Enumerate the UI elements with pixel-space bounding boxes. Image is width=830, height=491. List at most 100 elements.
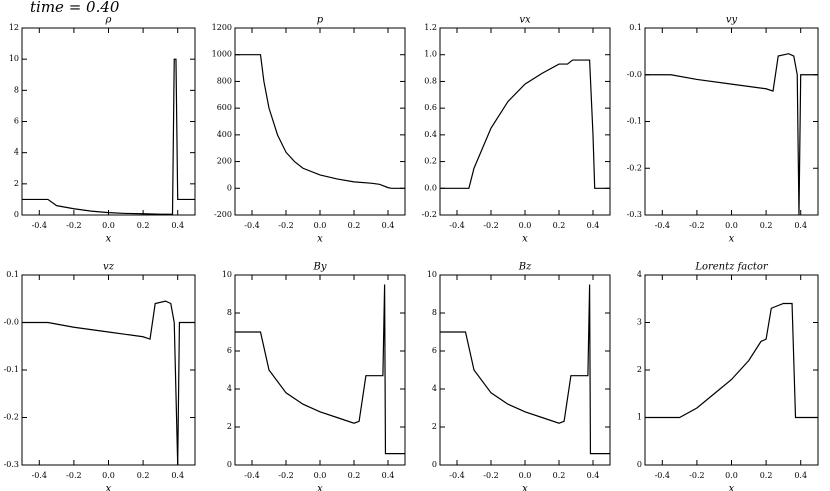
- x-tick-label: 0.2: [553, 221, 566, 230]
- x-axis-label: x: [729, 484, 735, 491]
- y-tick-label: 1200: [212, 23, 232, 32]
- x-tick-label: -0.2: [278, 221, 293, 230]
- y-tick-label: 6: [227, 346, 232, 355]
- y-tick-label: -0.3: [627, 210, 642, 219]
- y-tick-label: -200: [214, 210, 232, 219]
- plot-frame: [439, 274, 611, 466]
- panel-title: vx: [519, 15, 531, 26]
- y-tick-label: -0.3: [4, 460, 19, 469]
- y-tick-label: 4: [432, 384, 437, 393]
- y-tick-label: 4: [227, 384, 232, 393]
- panel-title: p: [317, 15, 324, 26]
- x-tick-label: 0.2: [760, 221, 773, 230]
- x-tick-label: -0.2: [278, 471, 293, 480]
- x-axis-label: x: [522, 234, 528, 245]
- x-tick-label: -0.2: [689, 221, 704, 230]
- y-tick-label: 2: [637, 365, 642, 374]
- x-tick-label: 0.0: [102, 471, 115, 480]
- y-tick-label: 2: [432, 422, 437, 431]
- x-tick-label: -0.2: [483, 471, 498, 480]
- x-tick-label: -0.2: [66, 471, 81, 480]
- y-tick-label: 0: [637, 460, 642, 469]
- panel-title: vy: [726, 15, 738, 26]
- y-tick-label: -0.2: [422, 210, 437, 219]
- data-line: [22, 300, 195, 466]
- x-axis-label: x: [106, 234, 112, 245]
- y-tick-label: 0.1: [6, 270, 19, 279]
- y-tick-label: 0.1: [629, 23, 642, 32]
- y-tick-label: 0.8: [424, 76, 437, 85]
- y-tick-label: 400: [217, 130, 232, 139]
- y-tick-label: 600: [217, 103, 232, 112]
- x-tick-label: 0.0: [519, 221, 532, 230]
- figure-title: time = 0.40: [30, 0, 120, 16]
- x-tick-label: 0.4: [382, 471, 395, 480]
- x-tick-label: -0.2: [66, 221, 81, 230]
- x-tick-label: 0.4: [587, 471, 600, 480]
- y-tick-label: 2: [227, 422, 232, 431]
- x-tick-label: -0.4: [655, 471, 670, 480]
- x-axis-label: x: [729, 234, 735, 245]
- x-tick-label: 0.4: [587, 221, 600, 230]
- y-tick-label: -0.2: [627, 163, 642, 172]
- y-tick-label: 1.2: [424, 23, 437, 32]
- plot-frame: [439, 27, 611, 216]
- y-tick-label: 6: [432, 346, 437, 355]
- x-axis-label: x: [317, 234, 323, 245]
- x-tick-label: 0.2: [348, 471, 361, 480]
- data-line: [440, 284, 610, 455]
- x-tick-label: 0.4: [794, 221, 807, 230]
- plot-frame: [21, 27, 196, 216]
- plot-frame: [644, 27, 819, 216]
- x-tick-label: 0.0: [725, 471, 738, 480]
- x-tick-label: -0.4: [655, 221, 670, 230]
- y-tick-label: -0.0: [627, 70, 642, 79]
- y-tick-label: 10: [222, 270, 232, 279]
- y-tick-label: -0.1: [4, 365, 19, 374]
- y-tick-label: 4: [637, 270, 642, 279]
- x-axis-label: x: [522, 484, 528, 491]
- x-tick-label: 0.0: [519, 471, 532, 480]
- x-tick-label: 0.2: [348, 221, 361, 230]
- y-tick-label: 0.2: [424, 157, 437, 166]
- y-tick-label: 1: [637, 413, 642, 422]
- x-tick-label: -0.4: [449, 221, 464, 230]
- plot-frame: [21, 274, 196, 466]
- x-tick-label: -0.4: [449, 471, 464, 480]
- y-tick-label: -0.1: [627, 117, 642, 126]
- x-tick-label: 0.2: [760, 471, 773, 480]
- y-tick-label: 0.0: [424, 183, 437, 192]
- plot-frame: [234, 274, 406, 466]
- data-line: [645, 302, 818, 419]
- y-tick-label: -0.0: [4, 318, 19, 327]
- y-tick-label: 0.6: [424, 103, 437, 112]
- y-tick-label: 0: [14, 210, 19, 219]
- x-tick-label: 0.4: [171, 471, 184, 480]
- y-tick-label: -0.2: [4, 413, 19, 422]
- x-tick-label: 0.0: [314, 221, 327, 230]
- panel-title: By: [313, 262, 327, 273]
- x-tick-label: 0.0: [725, 221, 738, 230]
- x-axis-label: x: [106, 484, 112, 491]
- x-tick-label: 0.4: [171, 221, 184, 230]
- y-tick-label: 0.4: [424, 130, 437, 139]
- y-tick-label: 200: [217, 157, 232, 166]
- x-tick-label: -0.2: [689, 471, 704, 480]
- panel-title: Bz: [518, 262, 532, 273]
- x-tick-label: -0.4: [244, 221, 259, 230]
- panel-title: Lorentz factor: [694, 262, 769, 273]
- data-line: [440, 59, 610, 189]
- x-tick-label: 0.0: [314, 471, 327, 480]
- y-tick-label: 1.0: [424, 50, 437, 59]
- data-line: [22, 58, 195, 215]
- x-tick-label: 0.2: [553, 471, 566, 480]
- y-tick-label: 10: [9, 54, 19, 63]
- y-tick-label: 8: [432, 308, 437, 317]
- y-tick-label: 12: [9, 23, 19, 32]
- data-line: [235, 284, 405, 455]
- x-tick-label: -0.2: [483, 221, 498, 230]
- y-tick-label: 0: [227, 183, 232, 192]
- data-line: [645, 53, 818, 216]
- y-tick-label: 2: [14, 179, 19, 188]
